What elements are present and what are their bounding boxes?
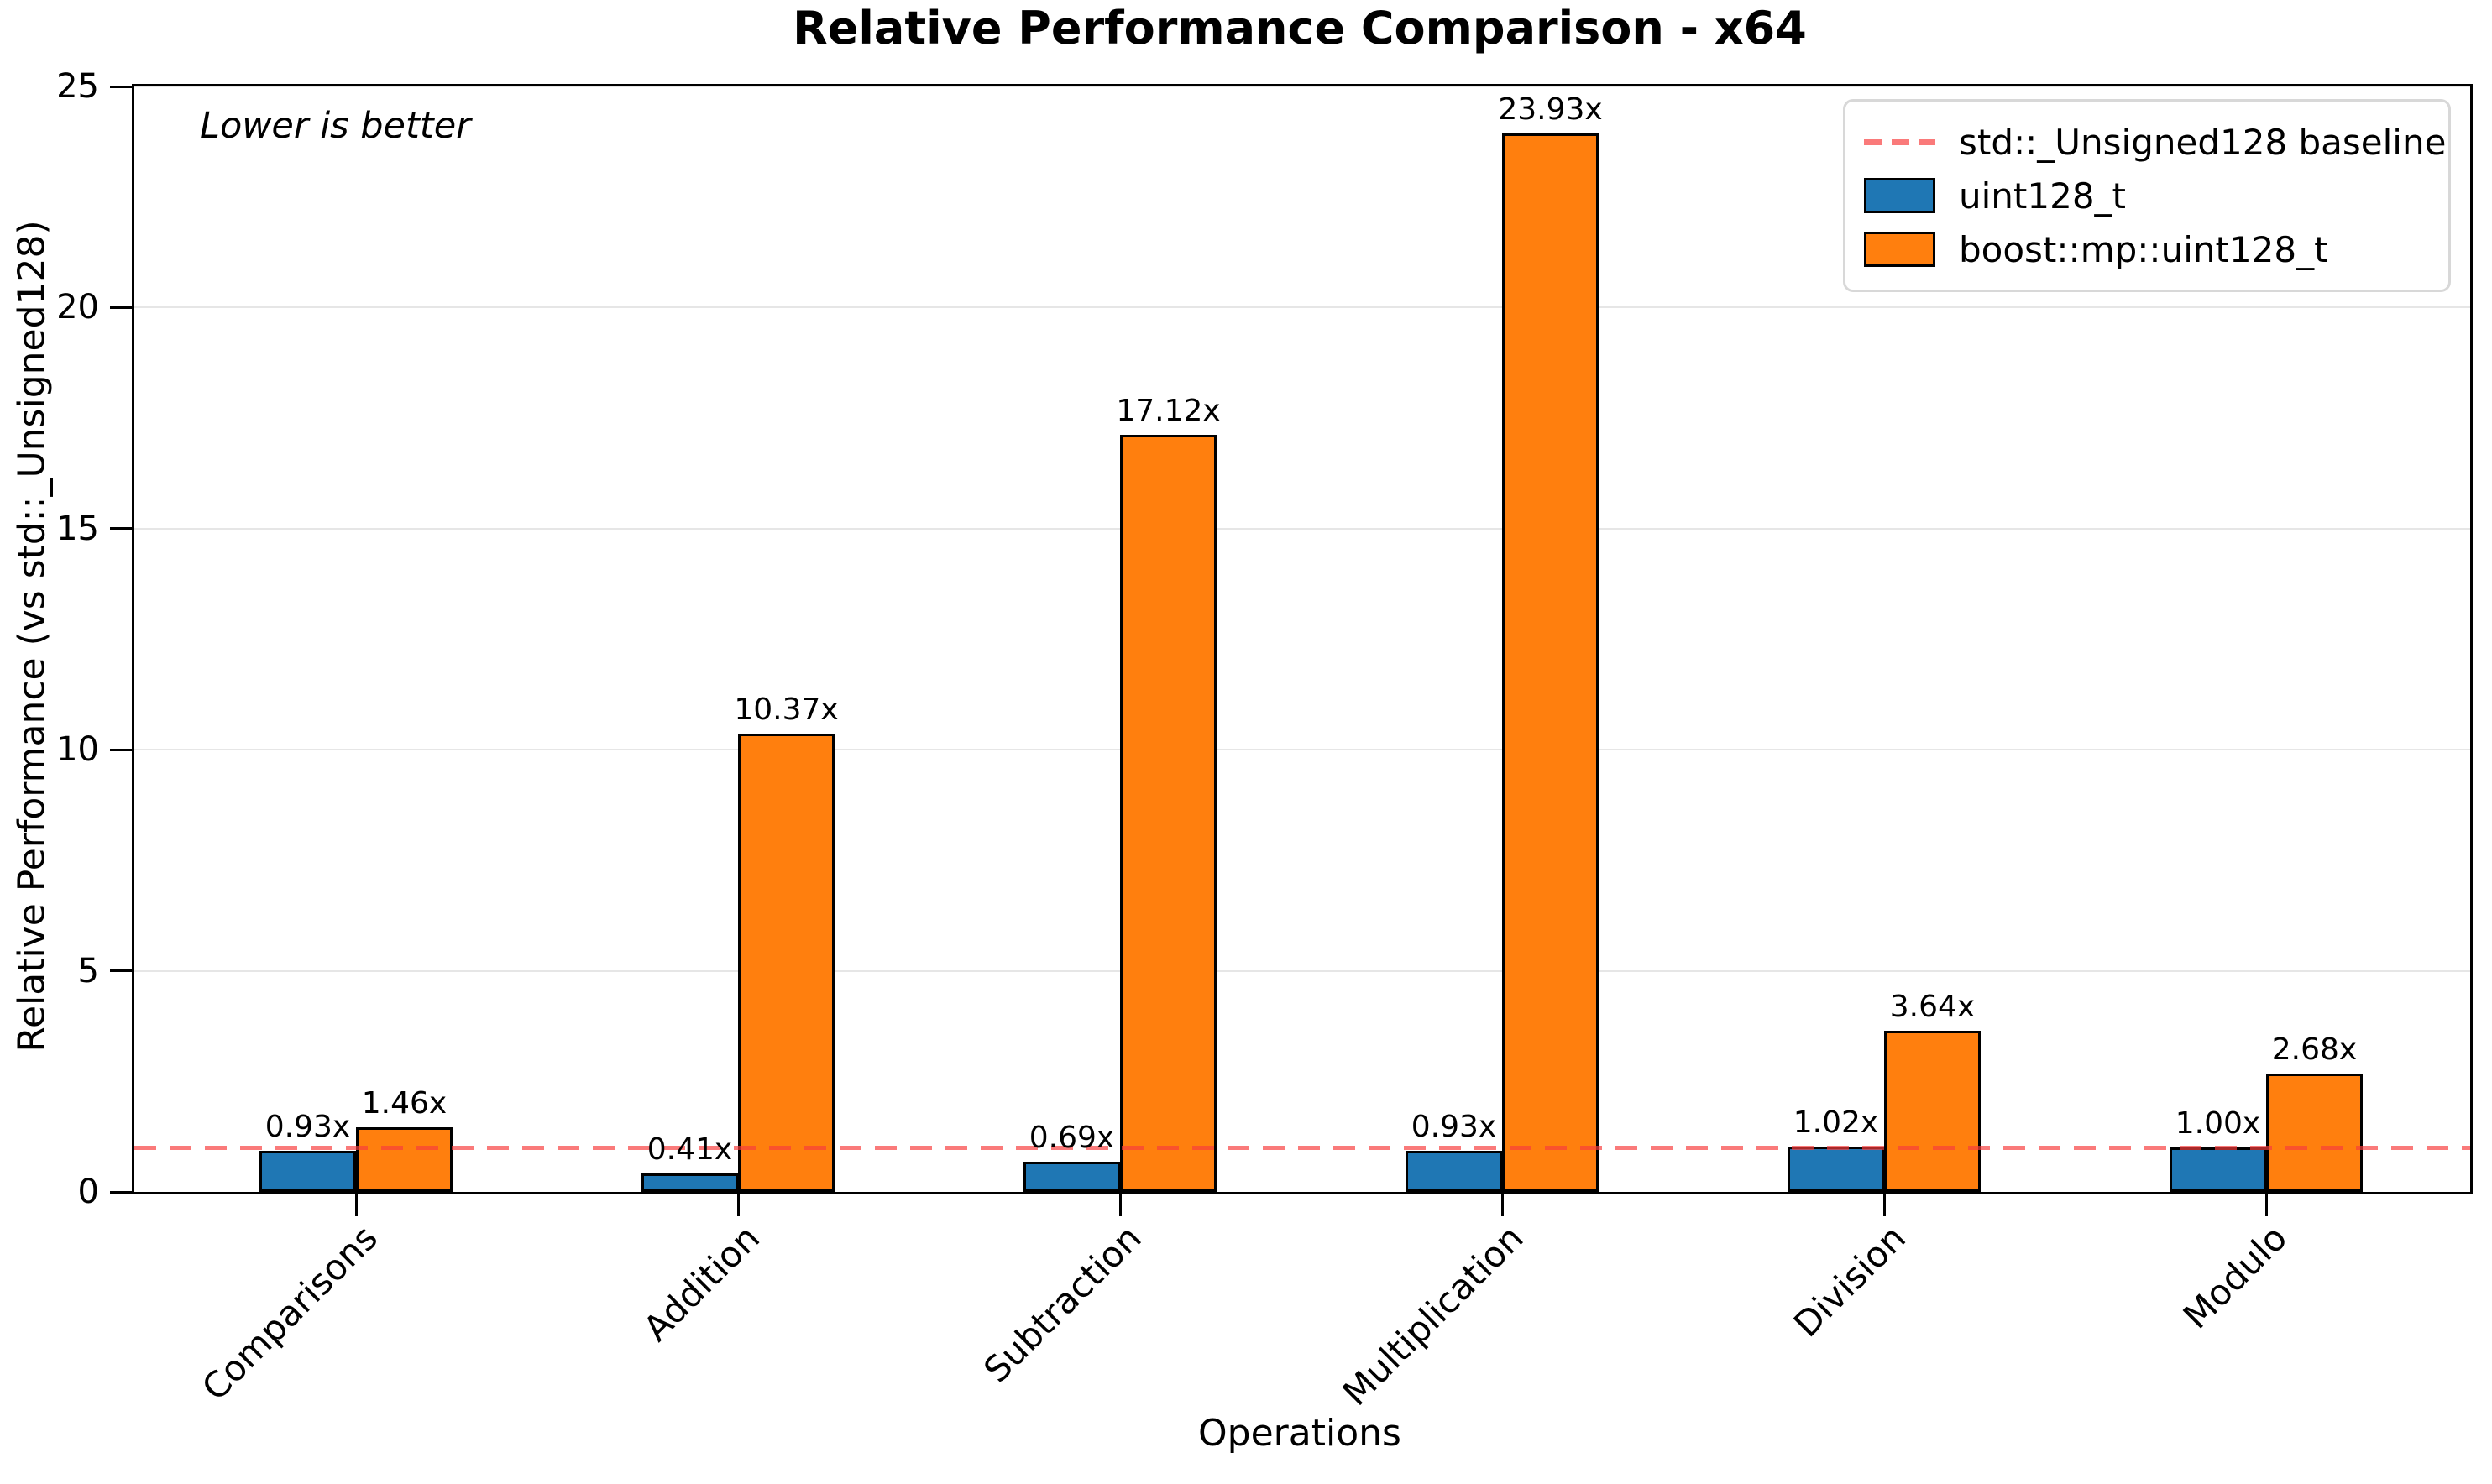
bar-value-label: 1.00x xyxy=(2175,1106,2261,1142)
legend-label-boost: boost::mp::uint128_t xyxy=(1959,228,2328,270)
y-tick-label: 10 xyxy=(56,730,99,770)
bar-value-label: 23.93x xyxy=(1498,92,1603,128)
bar-uint128-t xyxy=(641,1173,738,1192)
legend-label-uint128: uint128_t xyxy=(1959,175,2127,217)
y-tick-label: 20 xyxy=(56,288,99,327)
y-tick xyxy=(110,748,132,751)
legend-color-box-icon xyxy=(1864,178,1935,213)
y-axis-label: Relative Performance (vs std::_Unsigned1… xyxy=(10,220,54,1053)
y-tick xyxy=(110,85,132,88)
bar-uint128-t xyxy=(259,1151,356,1192)
bar-value-label: 0.93x xyxy=(1411,1110,1497,1145)
bar-uint128-t xyxy=(1406,1151,1502,1192)
y-tick xyxy=(110,527,132,530)
x-tick xyxy=(354,1194,358,1216)
x-tick xyxy=(1118,1194,1122,1216)
y-tick xyxy=(110,1190,132,1194)
y-tick-label: 15 xyxy=(56,509,99,548)
legend-box-swatch-blue xyxy=(1864,178,1935,213)
bar-value-label: 2.68x xyxy=(2271,1032,2358,1067)
bar-value-label: 1.02x xyxy=(1793,1105,1879,1141)
bar-value-label: 17.12x xyxy=(1116,394,1221,429)
gridline xyxy=(134,86,2470,87)
y-tick xyxy=(110,969,132,973)
legend-item-uint128: uint128_t xyxy=(1864,169,2430,222)
bar-value-label: 10.37x xyxy=(734,692,839,727)
bar-uint128-t xyxy=(1024,1161,1120,1192)
bar-uint128-t xyxy=(1788,1147,1884,1192)
x-tick xyxy=(2264,1194,2268,1216)
legend-label-baseline: std::_Unsigned128 baseline xyxy=(1959,121,2447,163)
bar-value-label: 0.69x xyxy=(1029,1120,1115,1155)
legend-box-swatch-orange xyxy=(1864,232,1935,267)
bar-boost-mp-uint128-t xyxy=(1884,1031,1981,1192)
bar-boost-mp-uint128-t xyxy=(2266,1073,2363,1192)
legend: std::_Unsigned128 baseline uint128_t boo… xyxy=(1843,99,2451,292)
legend-color-box-icon xyxy=(1864,232,1935,267)
gridline xyxy=(134,749,2470,751)
x-tick xyxy=(1882,1194,1886,1216)
bar-value-label: 0.93x xyxy=(264,1110,351,1145)
gridline xyxy=(134,527,2470,530)
x-tick-label-text: Modulo xyxy=(2175,1217,2296,1337)
x-tick xyxy=(736,1194,740,1216)
legend-item-baseline: std::_Unsigned128 baseline xyxy=(1864,115,2446,169)
bar-boost-mp-uint128-t xyxy=(1120,435,1217,1192)
y-tick-label: 0 xyxy=(77,1173,99,1211)
annotation-note: Lower is better xyxy=(200,105,471,147)
y-tick-label: 5 xyxy=(77,951,99,990)
x-tick-label: Modulo xyxy=(1762,1217,2296,1337)
bar-boost-mp-uint128-t xyxy=(1502,133,1599,1192)
y-tick xyxy=(110,306,132,309)
bar-uint128-t xyxy=(2170,1147,2266,1192)
chart-title: Relative Performance Comparison - x64 xyxy=(793,2,1807,55)
gridline xyxy=(134,306,2470,309)
legend-dashed-line-icon xyxy=(1864,138,1935,145)
y-tick-label: 25 xyxy=(56,67,99,106)
legend-item-boost: boost::mp::uint128_t xyxy=(1864,222,2430,276)
gridline xyxy=(134,969,2470,972)
bar-value-label: 1.46x xyxy=(361,1086,448,1121)
bar-value-label: 0.41x xyxy=(647,1132,733,1168)
legend-dash-swatch xyxy=(1864,138,1935,145)
bar-boost-mp-uint128-t xyxy=(356,1127,453,1192)
x-tick xyxy=(1500,1194,1504,1216)
x-axis-label: Operations xyxy=(1198,1412,1401,1455)
bar-boost-mp-uint128-t xyxy=(738,733,835,1192)
baseline-dashed-line xyxy=(134,1145,2470,1150)
bar-value-label: 3.64x xyxy=(1889,990,1976,1025)
